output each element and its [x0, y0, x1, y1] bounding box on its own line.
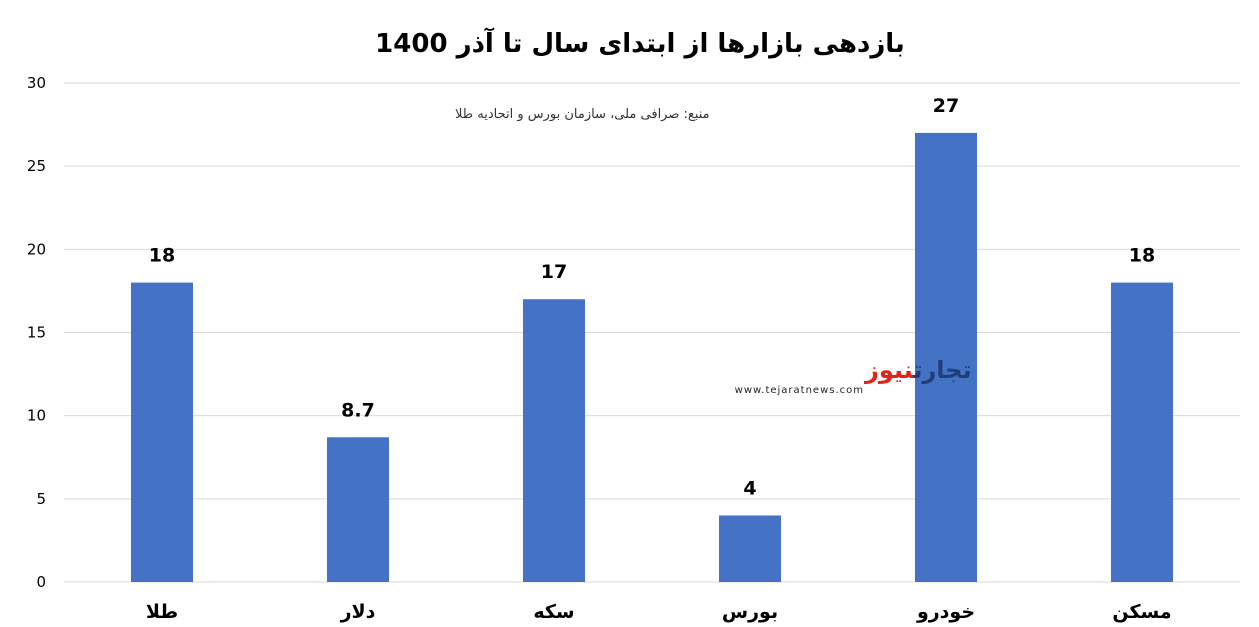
bar: [523, 299, 585, 582]
bar: [327, 437, 389, 582]
x-axis: طلا دلار سکه بورس خودرو مسکن: [146, 601, 1172, 623]
bar: [131, 282, 193, 582]
y-tick-label: 15: [27, 324, 46, 342]
logo-url: www.tejaratnews.com: [735, 385, 864, 396]
data-label: 17: [541, 261, 567, 283]
data-label: 8.7: [341, 399, 375, 421]
bar: [915, 132, 977, 582]
bar: [719, 515, 781, 582]
watermark-logo: تجارتنیوز www.tejaratnews.com: [735, 356, 972, 396]
x-tick-label: مسکن: [1112, 601, 1171, 623]
bar: [1111, 282, 1173, 582]
x-tick-label: سکه: [533, 601, 574, 623]
logo-text: تجارتنیوز: [864, 356, 972, 384]
data-labels: 18 8.7 17 4 27 18: [149, 95, 1155, 500]
x-tick-label: خودرو: [916, 601, 975, 623]
x-tick-label: بورس: [722, 601, 778, 623]
data-label: 27: [933, 95, 959, 117]
y-tick-label: 25: [27, 157, 46, 175]
logo-text-part2: نیوز: [864, 356, 915, 384]
chart-title: بازدهی بازارها از ابتدای سال تا آذر 1400: [375, 27, 905, 59]
y-tick-label: 0: [36, 573, 46, 591]
x-tick-label: دلار: [340, 601, 376, 623]
bars: [131, 132, 1173, 582]
y-tick-label: 10: [27, 407, 46, 425]
data-label: 18: [1129, 245, 1155, 267]
y-tick-label: 30: [27, 74, 46, 92]
y-tick-label: 5: [36, 490, 46, 508]
y-tick-label: 20: [27, 240, 46, 258]
logo-text-part1: تجارت: [912, 356, 971, 384]
gridlines: [64, 82, 1240, 583]
source-note: منبع: صرافی ملی، سازمان بورس و اتحادیه ط…: [455, 107, 710, 122]
data-label: 4: [743, 477, 756, 499]
y-axis: 0 5 10 15 20 25 30: [27, 74, 46, 591]
x-tick-label: طلا: [146, 601, 178, 623]
data-label: 18: [149, 245, 175, 267]
